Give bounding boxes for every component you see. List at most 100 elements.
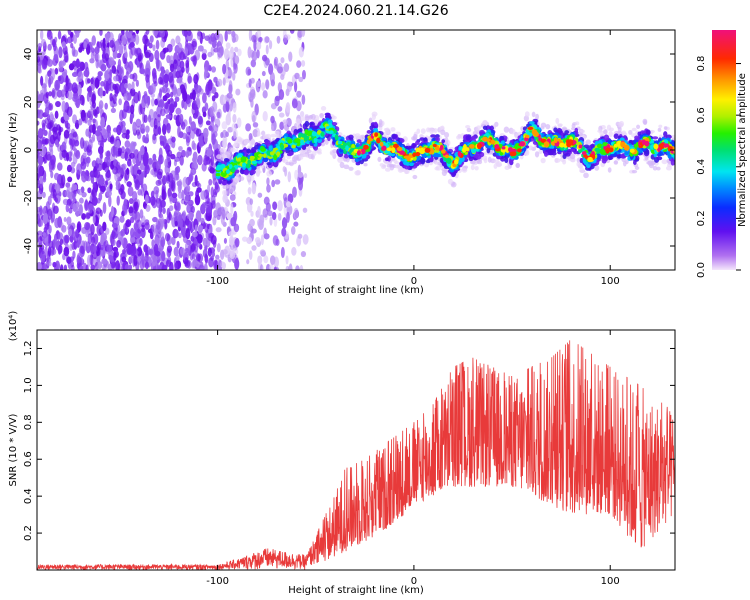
noise-speckle [94, 109, 98, 116]
noise-speckle [189, 92, 194, 100]
noise-speckle [166, 245, 173, 253]
noise-speckle [141, 128, 146, 134]
noise-speckle [130, 227, 135, 239]
noise-speckle [272, 201, 278, 210]
signal-band-point [657, 151, 664, 157]
signal-band-point [320, 106, 327, 111]
signal-band-point [677, 137, 682, 141]
noise-speckle [175, 70, 181, 79]
noise-speckle [167, 71, 174, 84]
noise-speckle [66, 198, 72, 206]
noise-speckle [288, 263, 293, 270]
noise-speckle [151, 255, 157, 267]
noise-speckle [134, 179, 141, 191]
noise-speckle [96, 224, 103, 236]
noise-speckle [178, 232, 182, 239]
signal-band-point [540, 157, 546, 164]
noise-speckle [150, 82, 156, 94]
signal-band-point [237, 138, 242, 145]
noise-speckle [174, 262, 178, 270]
noise-speckle [176, 87, 182, 97]
noise-speckle [197, 224, 203, 235]
noise-speckle [196, 91, 200, 98]
noise-speckle [53, 233, 58, 245]
signal-band-point [230, 147, 236, 153]
signal-band-point [222, 189, 227, 196]
noise-speckle [254, 236, 261, 244]
signal-band-point [677, 154, 683, 158]
noise-speckle [172, 68, 177, 78]
noise-speckle [184, 47, 189, 56]
noise-speckle [83, 41, 87, 50]
noise-speckle [189, 249, 194, 261]
noise-speckle [223, 48, 230, 61]
noise-speckle [181, 99, 185, 109]
noise-speckle [161, 264, 168, 270]
noise-speckle [74, 139, 80, 147]
noise-speckle [222, 138, 227, 149]
noise-speckle [245, 66, 252, 76]
signal-band-point [642, 118, 648, 125]
noise-speckle [190, 235, 195, 242]
noise-speckle [68, 109, 72, 117]
noise-speckle [113, 251, 117, 261]
signal-band-point [671, 134, 675, 139]
noise-speckle [145, 194, 149, 204]
noise-speckle [264, 36, 270, 43]
noise-speckle [66, 256, 72, 264]
noise-speckle [155, 189, 159, 200]
noise-speckle [100, 63, 107, 72]
signal-band-point [274, 130, 280, 135]
noise-speckle [183, 30, 188, 38]
signal-band-point [284, 126, 290, 131]
noise-speckle [139, 209, 144, 219]
noise-speckle [132, 72, 138, 82]
signal-band-point [682, 147, 687, 152]
signal-band-point [474, 165, 479, 171]
noise-speckle [215, 227, 222, 233]
noise-speckle [195, 128, 202, 137]
noise-speckle [261, 82, 266, 91]
signal-band-point [420, 128, 426, 134]
noise-speckle [185, 131, 191, 143]
noise-speckle [130, 163, 134, 176]
noise-speckle [132, 201, 138, 214]
noise-speckle [164, 158, 169, 168]
signal-band-point [675, 150, 680, 155]
noise-speckle [219, 249, 225, 260]
noise-speckle [215, 254, 220, 260]
noise-speckle [82, 262, 87, 270]
signal-band-point [363, 163, 368, 167]
noise-speckle [161, 251, 166, 262]
noise-speckle [80, 175, 85, 182]
noise-speckle [157, 168, 163, 176]
noise-speckle [251, 34, 257, 43]
noise-speckle [206, 148, 212, 157]
signal-band-point [665, 165, 672, 171]
signal-band-point [681, 144, 686, 149]
noise-speckle [67, 176, 73, 183]
noise-speckle [37, 155, 44, 167]
noise-speckle [159, 30, 166, 38]
signal-band-point [679, 144, 684, 149]
noise-speckle [135, 30, 140, 35]
noise-speckle [257, 80, 261, 88]
noise-speckle [80, 161, 87, 170]
noise-speckle [79, 137, 85, 149]
noise-speckle [190, 121, 196, 132]
noise-speckle [137, 169, 142, 175]
noise-speckle [92, 214, 96, 224]
noise-speckle [144, 255, 149, 263]
noise-speckle [282, 37, 288, 43]
noise-speckle [90, 244, 94, 256]
noise-speckle [99, 86, 104, 99]
signal-band-point [466, 127, 472, 133]
noise-speckle [273, 266, 277, 270]
noise-speckle [121, 249, 127, 255]
noise-speckle [297, 233, 303, 239]
noise-speckle [156, 114, 161, 123]
noise-speckle [259, 264, 264, 270]
noise-speckle [293, 207, 299, 219]
noise-speckle [133, 91, 140, 104]
noise-speckle [104, 83, 110, 92]
